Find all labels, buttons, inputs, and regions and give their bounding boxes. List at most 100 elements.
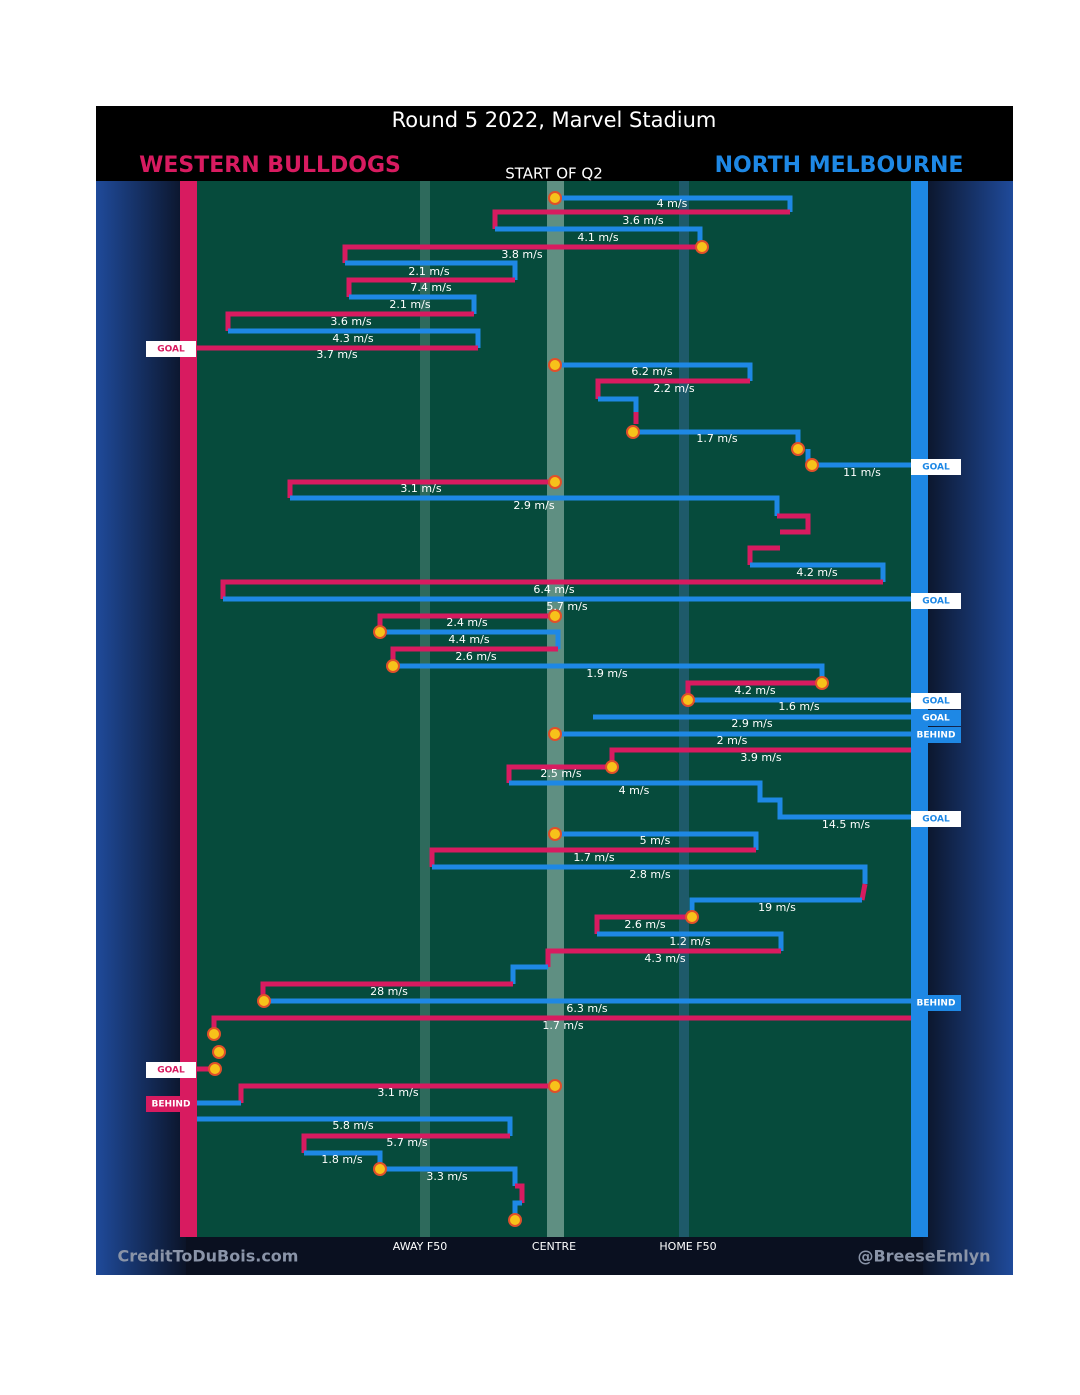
possession-path [859,883,868,901]
centre-line [547,181,564,1237]
outcome-label: GOAL [922,597,950,607]
speed-label: 2 m/s [717,734,748,747]
outcome-tag [911,593,961,609]
stoppage [207,1027,221,1041]
speed-label: 1.6 m/s [778,700,819,713]
possession-path [345,260,518,280]
stoppage [212,1045,226,1059]
possession-path [492,209,790,229]
possession-path [555,831,759,850]
speed-label: 1.7 m/s [696,432,737,445]
right-team: NORTH MELBOURNE [715,153,964,178]
possession-path [506,764,612,783]
speed-label: 3.9 m/s [740,751,781,764]
speed-label: 2.1 m/s [389,298,430,311]
away-f50-line [420,181,430,1237]
speed-label: 2.4 m/s [446,616,487,629]
outcome-tag [146,341,196,357]
speed-label: 5.8 m/s [332,1119,373,1132]
speed-label: 2.2 m/s [653,382,694,395]
start-label: START OF Q2 [505,165,603,183]
stoppage [548,358,562,372]
stoppage [695,240,709,254]
stoppage [208,1062,222,1076]
speed-label: 6.3 m/s [566,1002,607,1015]
outcome-tag [146,1096,196,1112]
speed-label: 2.6 m/s [624,918,665,931]
side [923,106,1013,1275]
possession-path [346,277,515,297]
outcome-label: GOAL [922,815,950,825]
stoppage [373,1162,387,1176]
possession-path [555,195,793,212]
possession-path [429,847,756,867]
possession-path [290,495,780,516]
speed-label: 2.5 m/s [540,767,581,780]
axis-label: HOME F50 [659,1240,716,1253]
possession-path [220,579,883,599]
outcome-label: GOAL [922,463,950,473]
possession-path [510,964,548,984]
speed-label: 2.6 m/s [455,650,496,663]
speed-label: 28 m/s [370,985,408,998]
outcome-label: GOAL [157,1066,185,1076]
speed-label: 5.7 m/s [546,600,587,613]
outcome-tag [911,811,961,827]
credit: @BreeseEmlyn [857,1247,990,1266]
possession-path [349,294,477,314]
possession-path [228,328,481,348]
side [96,106,186,1275]
speed-label: 4.2 m/s [796,566,837,579]
home-f50-line [679,181,689,1237]
possession-path [342,244,700,263]
outcome-tag [911,727,961,743]
speed-label: 14.5 m/s [822,818,870,831]
speed-label: 4.2 m/s [734,684,775,697]
possession-path [777,513,811,535]
possession-path [555,362,753,381]
speed-label: 4.3 m/s [332,332,373,345]
speed-label: 2.1 m/s [408,265,449,278]
speed-label: 3.1 m/s [400,482,441,495]
possession-path [301,1133,510,1153]
stoppage [681,693,695,707]
possession-path [595,378,750,399]
left-goal [180,181,197,1237]
possession-path [225,311,474,331]
outcome-tag [911,710,961,726]
stoppage [508,1213,522,1227]
possession-path [238,1083,555,1103]
stoppage [257,994,271,1008]
possession-path [509,780,911,820]
speed-label: 3.7 m/s [316,348,357,361]
outcome-tag [146,1062,196,1078]
stoppage [626,425,640,439]
possession-path [287,479,555,498]
stoppage [548,609,562,623]
speed-label: 5 m/s [640,834,671,847]
speed-label: 3.1 m/s [377,1086,418,1099]
possession-path [597,931,784,951]
stoppage [548,475,562,489]
outcome-tag [911,459,961,475]
speed-label: 4.3 m/s [644,952,685,965]
speed-label: 6.2 m/s [631,365,672,378]
stoppage [548,827,562,841]
possession-path [432,864,868,884]
stoppage [791,442,805,456]
credit: CreditToDuBois.com [118,1247,299,1266]
speed-label: 11 m/s [843,466,881,479]
speed-label: 1.2 m/s [669,935,710,948]
stoppage [548,191,562,205]
stoppage [386,659,400,673]
speed-label: 5.7 m/s [386,1136,427,1149]
outcome-tag [911,693,961,709]
possession-path [594,914,692,934]
speed-label: 3.3 m/s [426,1170,467,1183]
top-band [96,106,1013,181]
speed-label: 2.8 m/s [629,868,670,881]
speed-label: 2.9 m/s [731,717,772,730]
speed-label: 1.9 m/s [586,667,627,680]
outcome-label: GOAL [922,697,950,707]
speed-label: 4 m/s [619,784,650,797]
